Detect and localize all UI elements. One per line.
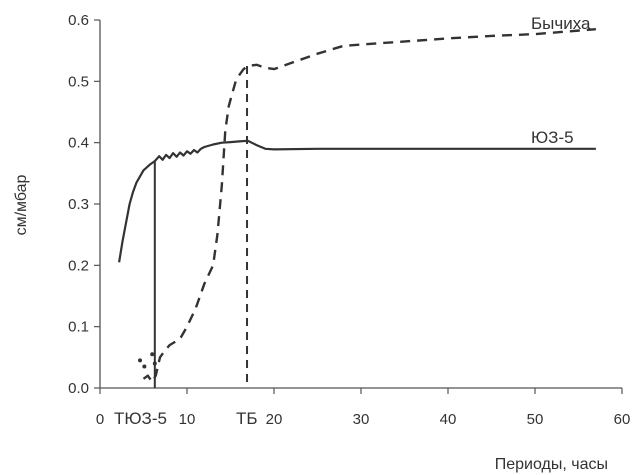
x-tick-label: 50: [527, 411, 544, 428]
annotation-t-yuz5: ТЮЗ-5: [114, 409, 167, 428]
x-ticks: 0 10 20 30 40 50 60: [96, 388, 631, 428]
x-axis-title: Периоды, часы: [495, 456, 608, 473]
x-tick-label: 0: [96, 411, 104, 428]
x-tick-label: 60: [614, 411, 631, 428]
stray-point: [142, 364, 147, 369]
y-tick-label: 0.6: [68, 12, 89, 29]
series-lines: [118, 28, 596, 384]
x-tick-label: 20: [266, 411, 283, 428]
x-tick-label: 30: [353, 411, 370, 428]
series-label-yuz5: ЮЗ-5: [531, 128, 574, 147]
y-tick-label: 0.1: [68, 319, 89, 336]
drop-lines: [153, 66, 249, 388]
y-tick-label: 0.4: [68, 135, 89, 152]
stray-point: [150, 352, 155, 357]
stray-point: [138, 358, 143, 363]
y-tick-label: 0.3: [68, 196, 89, 213]
y-axis-title: см/мбар: [13, 174, 30, 235]
stray-point: [152, 361, 157, 366]
stray-points: [138, 352, 157, 369]
annotation-t-b: ТБ: [236, 409, 258, 428]
y-tick-label: 0.5: [68, 73, 89, 90]
series-label-bychikha: Бычиха: [531, 14, 591, 33]
chart-axes: 0.0 0.1 0.2 0.3 0.4 0.5 0.6 0 10 20 30 40 50 60: [68, 12, 630, 428]
x-tick-label: 40: [440, 411, 457, 428]
x-tick-label: 10: [179, 411, 196, 428]
series-line-bychikha: [142, 28, 596, 384]
y-tick-label: 0.2: [68, 257, 89, 274]
y-tick-label: 0.0: [68, 380, 89, 397]
series-line-yuz5: [118, 139, 596, 263]
y-ticks: 0.0 0.1 0.2 0.3 0.4 0.5 0.6: [68, 12, 100, 397]
